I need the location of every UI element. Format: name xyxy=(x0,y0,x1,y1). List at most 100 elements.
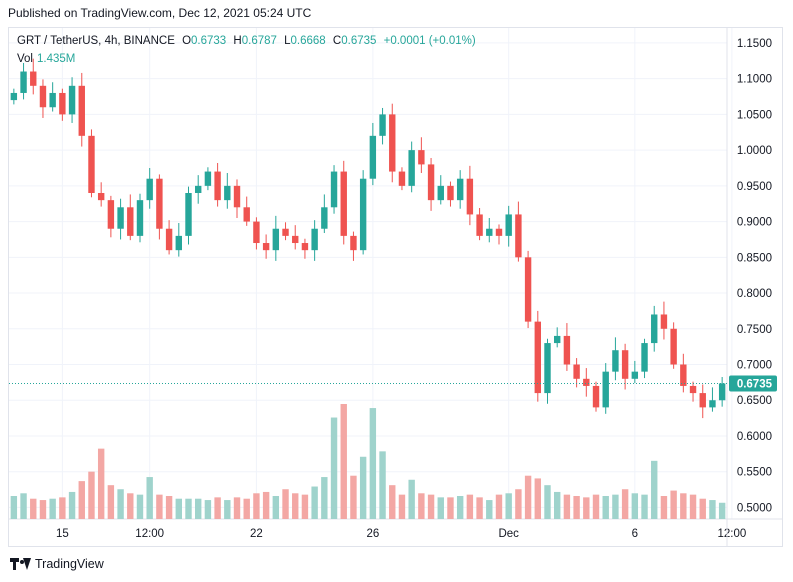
candle xyxy=(398,167,406,191)
candle xyxy=(107,195,115,238)
volume-bar xyxy=(524,475,532,519)
candle xyxy=(583,368,590,397)
volume-bar xyxy=(350,475,357,519)
candle xyxy=(515,201,522,262)
candle-body xyxy=(466,178,474,215)
x-tick-label: Dec xyxy=(498,528,519,540)
chart-frame xyxy=(8,27,783,547)
candle xyxy=(117,198,124,240)
volume-bar xyxy=(641,494,648,519)
volume-bar xyxy=(718,502,726,519)
volume-bar xyxy=(175,498,182,519)
candle-body xyxy=(641,343,648,372)
candle-body xyxy=(563,335,571,365)
candle-body xyxy=(534,321,541,394)
candle xyxy=(301,238,309,259)
candle xyxy=(621,343,629,390)
volume-bar xyxy=(660,496,668,519)
low-label: L xyxy=(284,35,291,47)
candle xyxy=(359,170,367,255)
volume-bar xyxy=(689,494,697,519)
candle xyxy=(214,162,221,207)
volume-bar xyxy=(185,498,192,519)
candle xyxy=(330,165,338,214)
last-price-label: 0.6735 xyxy=(737,378,773,390)
y-tick-label: 0.9500 xyxy=(737,181,772,193)
candle-body xyxy=(573,364,580,379)
volume-bar xyxy=(427,494,435,519)
volume-bar xyxy=(544,485,551,519)
volume-bar xyxy=(88,471,95,519)
volume-bar xyxy=(476,497,483,519)
volume-label: Vol xyxy=(17,53,33,65)
candle xyxy=(97,182,105,207)
volume-bar xyxy=(583,497,590,519)
candle-body xyxy=(340,171,347,236)
close-label: C xyxy=(332,35,342,47)
volume-bar xyxy=(592,494,600,519)
candle xyxy=(146,167,153,209)
x-tick-label: 26 xyxy=(366,528,379,540)
candle-body xyxy=(253,221,260,244)
volume-bar xyxy=(165,496,173,519)
candle xyxy=(156,174,163,240)
volume-bar xyxy=(272,496,280,519)
candle-body xyxy=(495,228,503,236)
candle xyxy=(602,363,609,414)
candle-body xyxy=(709,400,716,408)
x-tick-label: 22 xyxy=(250,528,263,540)
candle-body xyxy=(359,178,367,251)
candle xyxy=(689,381,697,402)
candle-body xyxy=(544,343,551,394)
candle-body xyxy=(204,171,212,186)
candle xyxy=(408,141,415,193)
candle-body xyxy=(447,185,454,201)
volume-bar xyxy=(146,477,153,519)
candle xyxy=(554,327,561,348)
volume-bar xyxy=(534,478,541,519)
candle xyxy=(534,310,541,402)
volume-bar xyxy=(670,490,677,519)
candle xyxy=(544,338,551,404)
footer-brand[interactable]: TradingView xyxy=(10,557,104,571)
x-tick-label: 12:00 xyxy=(135,528,164,540)
candle-body xyxy=(689,385,697,394)
y-tick-label: 1.0000 xyxy=(737,145,772,157)
published-caption: Published on TradingView.com, Dec 12, 20… xyxy=(8,6,312,20)
candle xyxy=(641,338,648,379)
volume-bar xyxy=(554,491,561,519)
high-label: H xyxy=(233,35,242,47)
candle-body xyxy=(127,207,134,236)
volume-bar xyxy=(631,493,639,519)
volume-bar xyxy=(699,498,706,519)
candle-body xyxy=(408,150,415,186)
candle xyxy=(505,205,512,247)
candle-body xyxy=(185,193,192,236)
candle-body xyxy=(456,178,464,201)
tradingview-logo-icon xyxy=(10,558,31,570)
volume-bar xyxy=(495,494,503,519)
candle-body xyxy=(301,243,309,251)
candle xyxy=(563,323,571,371)
candle-body xyxy=(59,92,66,115)
candle-body xyxy=(437,185,444,201)
candle-body xyxy=(88,135,95,194)
candle xyxy=(243,196,250,226)
candle xyxy=(175,223,182,257)
volume-bar xyxy=(20,493,27,519)
volume-bar xyxy=(369,408,377,519)
volume-bar xyxy=(456,496,464,519)
volume-bar xyxy=(282,489,289,519)
volume-bar xyxy=(195,498,202,519)
volume-bar xyxy=(466,494,474,519)
volume-bar xyxy=(59,497,66,519)
candle-body xyxy=(49,92,56,108)
candle xyxy=(233,179,241,219)
candle-body xyxy=(224,185,231,201)
y-tick-label: 0.5500 xyxy=(737,467,772,479)
volume-bar xyxy=(233,497,241,519)
volume-bar xyxy=(292,493,299,519)
candle-body xyxy=(10,92,18,101)
candle xyxy=(427,157,435,211)
